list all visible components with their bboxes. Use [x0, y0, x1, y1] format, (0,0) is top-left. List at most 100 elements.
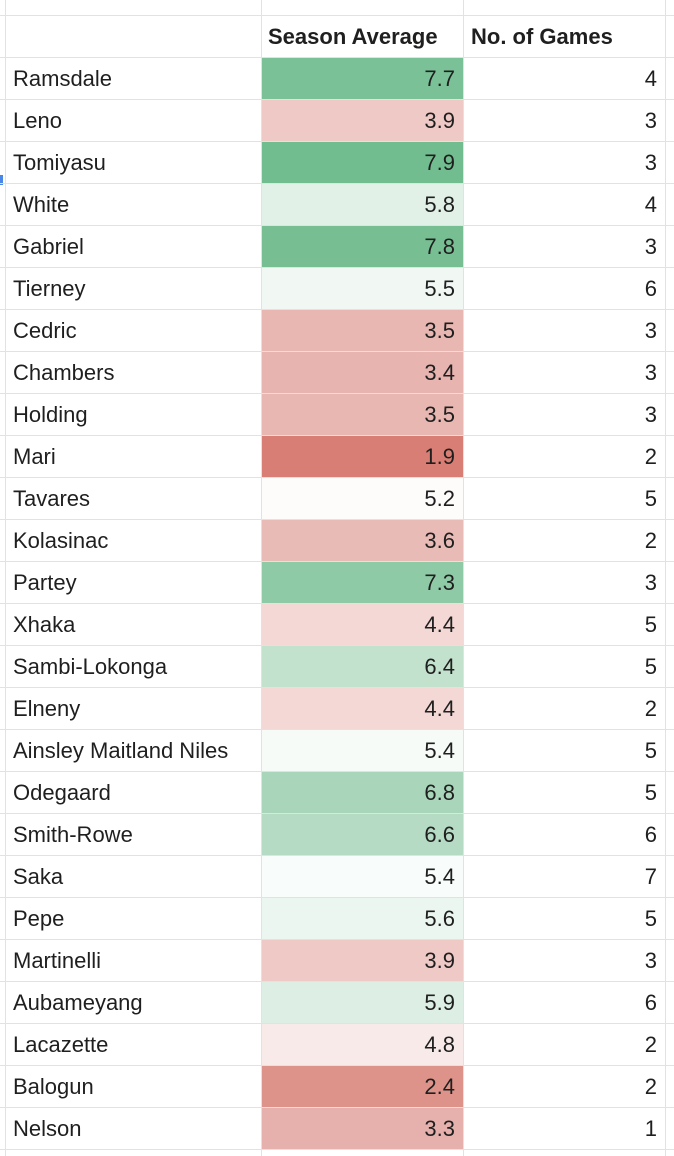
cell-season-average[interactable]: 3.9: [261, 940, 463, 982]
grid-line-vertical: [261, 0, 262, 1156]
cell-player-name[interactable]: Leno: [13, 108, 62, 133]
cell-season-average[interactable]: 6.8: [261, 772, 463, 814]
cell-player-name[interactable]: Ramsdale: [13, 66, 113, 91]
cell-player-name[interactable]: Gabriel: [13, 234, 84, 259]
cell-season-average[interactable]: 3.4: [261, 352, 463, 394]
grid-line-horizontal: [0, 729, 674, 730]
cell-player-name[interactable]: Nelson: [13, 1116, 82, 1141]
cell-player-name[interactable]: Tierney: [13, 276, 86, 301]
header-cell-games[interactable]: No. of Games: [471, 24, 613, 49]
column-header-strip: [0, 0, 674, 16]
cell-player-name[interactable]: Pepe: [13, 906, 65, 931]
cell-season-average[interactable]: 4.4: [261, 604, 463, 646]
grid-line-horizontal: [0, 141, 674, 142]
table-row: Martinelli 3.9 3: [0, 940, 674, 982]
cell-season-average[interactable]: 5.9: [261, 982, 463, 1024]
cell-season-average[interactable]: 1.9: [261, 436, 463, 478]
cell-season-average[interactable]: 4.8: [261, 1024, 463, 1066]
cell-player-name[interactable]: Balogun: [13, 1074, 94, 1099]
cell-games[interactable]: 5: [644, 612, 657, 637]
cell-season-average[interactable]: 2.4: [261, 1066, 463, 1108]
cell-season-average[interactable]: 3.5: [261, 310, 463, 352]
table-row: Pepe 5.6 5: [0, 898, 674, 940]
cell-player-name[interactable]: Smith-Rowe: [13, 822, 133, 847]
cell-player-name[interactable]: Xhaka: [13, 612, 76, 637]
cell-season-average[interactable]: 5.8: [261, 184, 463, 226]
cell-games[interactable]: 3: [644, 318, 657, 343]
cell-player-name[interactable]: Saka: [13, 864, 64, 889]
cell-games[interactable]: 1: [644, 1116, 657, 1141]
cell-games[interactable]: 2: [644, 696, 657, 721]
cell-games[interactable]: 3: [644, 948, 657, 973]
cell-games[interactable]: 3: [644, 234, 657, 259]
grid-line-horizontal: [0, 435, 674, 436]
cell-player-name[interactable]: Cedric: [13, 318, 77, 343]
cell-games[interactable]: 2: [644, 528, 657, 553]
cell-games[interactable]: 5: [644, 906, 657, 931]
table-row: Balogun 2.4 2: [0, 1066, 674, 1108]
cell-games[interactable]: 2: [644, 1074, 657, 1099]
table-row: Cedric 3.5 3: [0, 310, 674, 352]
cell-player-name[interactable]: Tomiyasu: [13, 150, 106, 175]
cell-games[interactable]: 3: [644, 108, 657, 133]
cell-season-average[interactable]: 7.9: [261, 142, 463, 184]
table-row: Ainsley Maitland Niles 5.4 5: [0, 730, 674, 772]
grid-line-horizontal: [0, 267, 674, 268]
cell-games[interactable]: 5: [644, 738, 657, 763]
cell-season-average[interactable]: 3.5: [261, 394, 463, 436]
cell-season-average[interactable]: 5.4: [261, 730, 463, 772]
cell-season-average[interactable]: 6.4: [261, 646, 463, 688]
cell-season-average[interactable]: 7.3: [261, 562, 463, 604]
cell-games[interactable]: 3: [644, 570, 657, 595]
cell-player-name[interactable]: Ainsley Maitland Niles: [13, 738, 229, 763]
cell-season-average[interactable]: 5.5: [261, 268, 463, 310]
header-cell-name[interactable]: [6, 16, 261, 58]
cell-player-name[interactable]: Mari: [13, 444, 56, 469]
cell-season-average[interactable]: 7.7: [261, 58, 463, 100]
cell-games[interactable]: 6: [644, 990, 657, 1015]
header-cell-season-average[interactable]: Season Average: [268, 24, 438, 49]
cell-player-name[interactable]: Sambi-Lokonga: [13, 654, 168, 679]
cell-season-average[interactable]: 5.2: [261, 478, 463, 520]
cell-games[interactable]: 5: [644, 486, 657, 511]
table-row: Chambers 3.4 3: [0, 352, 674, 394]
cell-season-average[interactable]: 5.4: [261, 856, 463, 898]
grid-line-horizontal: [0, 183, 674, 184]
cell-season-average[interactable]: 4.4: [261, 688, 463, 730]
cell-season-average[interactable]: 5.6: [261, 898, 463, 940]
cell-player-name[interactable]: Martinelli: [13, 948, 102, 973]
cell-games[interactable]: 3: [644, 150, 657, 175]
cell-player-name[interactable]: Odegaard: [13, 780, 111, 805]
cell-player-name[interactable]: White: [13, 192, 70, 217]
cell-player-name[interactable]: Partey: [13, 570, 77, 595]
cell-season-average[interactable]: 3.9: [261, 100, 463, 142]
table-row: Sambi-Lokonga 6.4 5: [0, 646, 674, 688]
cell-games[interactable]: 5: [644, 654, 657, 679]
cell-games[interactable]: 2: [644, 1032, 657, 1057]
grid-line-horizontal: [0, 645, 674, 646]
cell-games[interactable]: 3: [644, 402, 657, 427]
grid-line-horizontal: [0, 1149, 674, 1150]
cell-player-name[interactable]: Kolasinac: [13, 528, 109, 553]
cell-player-name[interactable]: Aubameyang: [13, 990, 143, 1015]
cell-player-name[interactable]: Elneny: [13, 696, 81, 721]
grid-line-horizontal: [0, 813, 674, 814]
cell-player-name[interactable]: Tavares: [13, 486, 91, 511]
cell-games[interactable]: 4: [644, 66, 657, 91]
cell-player-name[interactable]: Lacazette: [13, 1032, 109, 1057]
cell-games[interactable]: 3: [644, 360, 657, 385]
cell-games[interactable]: 2: [644, 444, 657, 469]
grid-line-horizontal: [0, 561, 674, 562]
cell-games[interactable]: 6: [644, 276, 657, 301]
cell-games[interactable]: 7: [644, 864, 657, 889]
cell-games[interactable]: 4: [644, 192, 657, 217]
cell-games[interactable]: 6: [644, 822, 657, 847]
cell-player-name[interactable]: Chambers: [13, 360, 115, 385]
cell-season-average[interactable]: 3.3: [261, 1108, 463, 1150]
table-row: Tierney 5.5 6: [0, 268, 674, 310]
cell-player-name[interactable]: Holding: [13, 402, 88, 427]
cell-season-average[interactable]: 6.6: [261, 814, 463, 856]
cell-season-average[interactable]: 3.6: [261, 520, 463, 562]
cell-games[interactable]: 5: [644, 780, 657, 805]
cell-season-average[interactable]: 7.8: [261, 226, 463, 268]
